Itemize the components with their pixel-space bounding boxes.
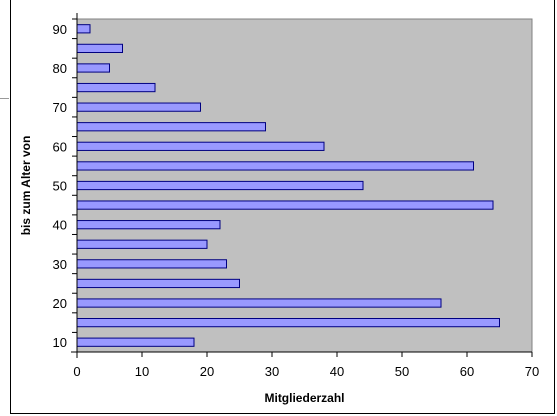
y-tick-label-60: 60 (53, 139, 67, 154)
bar-40 (76, 220, 221, 230)
y-tick-label-80: 80 (53, 61, 67, 76)
x-tick-label-0: 0 (73, 364, 80, 379)
bar-90 (76, 24, 91, 34)
bar-50 (76, 180, 364, 191)
bar-85 (76, 43, 123, 53)
x-tick-label-40: 40 (330, 364, 344, 379)
bar-75 (76, 82, 156, 93)
y-tick-label-20: 20 (53, 296, 67, 311)
x-tick-label-30: 30 (265, 364, 279, 379)
bar-55 (76, 161, 474, 171)
bar-45 (76, 200, 494, 210)
x-axis-title: Mitgliederzahl (264, 391, 344, 405)
bar-30 (76, 259, 227, 269)
bar-70 (76, 102, 201, 112)
y-tick-label-90: 90 (53, 22, 67, 37)
x-tick-label-70: 70 (525, 364, 539, 379)
bar-35 (76, 239, 208, 249)
x-tick-label-60: 60 (460, 364, 474, 379)
y-tick-label-40: 40 (53, 218, 67, 233)
y-tick-label-70: 70 (53, 100, 67, 115)
bar-80 (76, 63, 110, 73)
x-tick-label-20: 20 (200, 364, 214, 379)
bar-25 (76, 278, 240, 289)
y-axis-ticks: 10 20 30 40 50 60 70 80 90 (53, 18, 77, 353)
y-tick-label-10: 10 (53, 335, 67, 350)
axes (71, 13, 532, 358)
bar-60 (76, 141, 325, 151)
bar-20 (76, 298, 442, 308)
side-divider-mark (0, 98, 9, 99)
bar-65 (76, 122, 266, 132)
y-axis-title: bis zum Alter von (19, 136, 33, 236)
x-axis-ticks: 0 10 20 30 40 50 60 70 (73, 352, 539, 379)
bar-15 (76, 318, 500, 328)
bar-10 (76, 337, 195, 347)
x-tick-label-10: 10 (135, 364, 149, 379)
y-tick-label-50: 50 (53, 179, 67, 194)
y-tick-label-30: 30 (53, 257, 67, 272)
x-tick-label-50: 50 (395, 364, 409, 379)
